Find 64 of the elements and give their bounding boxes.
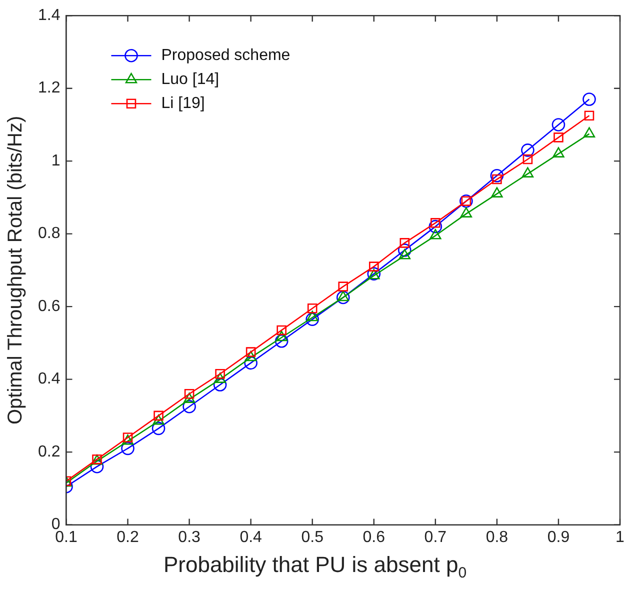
point: [582, 92, 596, 106]
point: [182, 400, 196, 414]
x-tick-label: 0.7: [424, 528, 447, 546]
y-tick-label: 0.4: [38, 370, 60, 388]
point: [428, 220, 442, 234]
point: [183, 392, 196, 403]
point: [215, 368, 225, 379]
legend-label: Li [19]: [161, 95, 205, 112]
point: [306, 310, 318, 322]
point: [307, 303, 318, 314]
x-tick-label: 0.9: [547, 528, 570, 546]
point: [398, 244, 412, 257]
point: [584, 110, 594, 121]
y-tick-label: 0.2: [38, 443, 60, 460]
point: [246, 347, 256, 357]
point: [276, 325, 286, 336]
point: [522, 154, 533, 164]
y-tick-label: 1: [51, 152, 60, 170]
point: [491, 187, 503, 198]
point: [152, 422, 166, 436]
point: [552, 147, 564, 158]
x-tick-label: 0.2: [116, 528, 139, 546]
point: [152, 414, 164, 425]
point: [154, 410, 164, 421]
x-tick-label: 0.3: [178, 528, 201, 546]
x-tick-label: 1: [616, 528, 625, 546]
point: [213, 378, 227, 392]
point: [337, 290, 349, 302]
y-tick-label: 1.4: [38, 7, 60, 24]
point: [490, 168, 504, 182]
point: [274, 334, 288, 348]
point: [214, 372, 226, 383]
point: [276, 330, 288, 342]
point: [368, 262, 379, 272]
point: [306, 312, 320, 326]
point: [460, 207, 472, 218]
point: [336, 290, 350, 304]
point: [552, 118, 566, 132]
x-tick-label: 0.6: [362, 528, 386, 546]
point: [244, 350, 257, 362]
point: [521, 144, 534, 157]
legend-label: Proposed scheme: [161, 47, 290, 64]
point: [430, 228, 442, 240]
point: [121, 442, 134, 456]
y-tick-label: 0.6: [38, 298, 60, 315]
y-tick-label: 0.8: [38, 225, 60, 242]
point: [184, 388, 194, 399]
y-axis-title: Optimal Throughput Rotal (bits/Hz): [4, 116, 27, 425]
x-tick-label: 0.4: [240, 528, 262, 546]
x-tick-label: 0.1: [55, 528, 78, 546]
point: [400, 238, 410, 248]
point: [583, 127, 596, 138]
point: [522, 167, 534, 178]
point: [122, 432, 133, 442]
point: [554, 132, 564, 142]
x-tick-label: 0.5: [301, 528, 324, 546]
point: [398, 249, 410, 260]
point: [244, 356, 258, 370]
y-tick-label: 1.2: [38, 80, 60, 97]
point: [338, 282, 348, 292]
x-tick-label: 0.8: [486, 528, 508, 546]
point: [122, 434, 134, 445]
legend-label: Luo [14]: [161, 71, 220, 88]
x-axis-title: Probability that PU is absent p$_{0}$: [162, 552, 468, 582]
